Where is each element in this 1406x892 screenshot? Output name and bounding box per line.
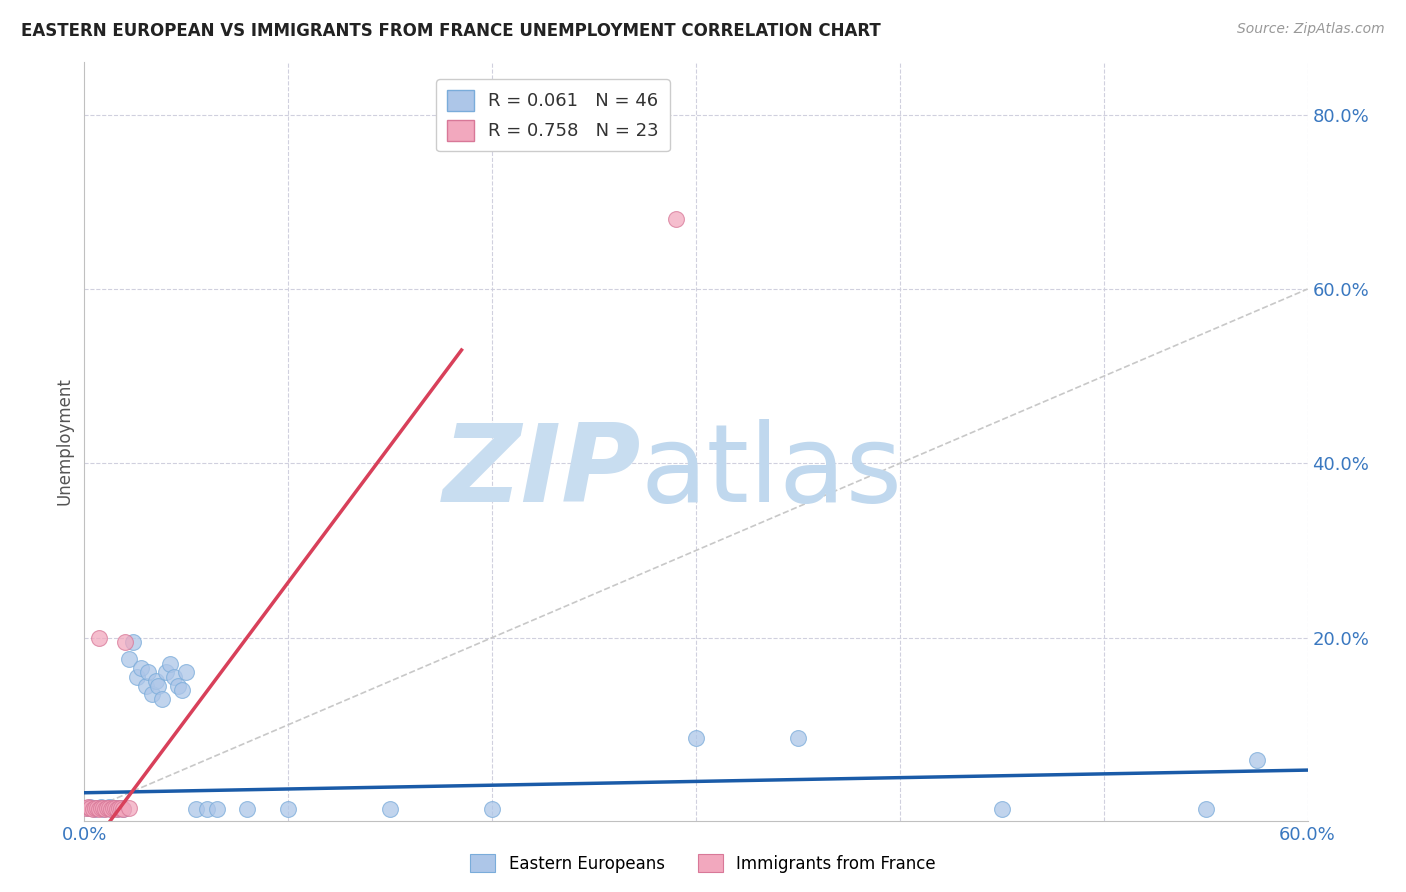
Point	[82, 802, 104, 816]
Point	[127, 670, 149, 684]
Point	[1195, 802, 1218, 816]
Point	[86, 800, 108, 814]
Point	[145, 674, 167, 689]
Text: EASTERN EUROPEAN VS IMMIGRANTS FROM FRANCE UNEMPLOYMENT CORRELATION CHART: EASTERN EUROPEAN VS IMMIGRANTS FROM FRAN…	[21, 22, 880, 40]
Point	[1246, 753, 1268, 767]
Point	[101, 800, 124, 814]
Point	[146, 679, 169, 693]
Point	[122, 635, 145, 649]
Point	[105, 802, 128, 816]
Point	[114, 635, 136, 649]
Point	[118, 800, 141, 814]
Point	[87, 631, 110, 645]
Point	[91, 802, 114, 816]
Point	[101, 800, 124, 814]
Point	[83, 802, 105, 816]
Point	[135, 679, 157, 693]
Point	[236, 802, 259, 816]
Point	[79, 799, 101, 814]
Point	[77, 800, 100, 814]
Point	[96, 801, 118, 815]
Point	[87, 801, 110, 815]
Point	[665, 212, 688, 227]
Point	[186, 802, 208, 816]
Point	[167, 679, 190, 693]
Legend: R = 0.061   N = 46, R = 0.758   N = 23: R = 0.061 N = 46, R = 0.758 N = 23	[436, 79, 669, 152]
Point	[90, 799, 112, 814]
Point	[77, 799, 100, 814]
Point	[93, 802, 115, 816]
Point	[110, 801, 132, 815]
Point	[787, 731, 810, 745]
Point	[150, 691, 173, 706]
Y-axis label: Unemployment: Unemployment	[55, 377, 73, 506]
Point	[105, 802, 128, 816]
Point	[131, 661, 153, 675]
Text: atlas: atlas	[641, 419, 903, 524]
Point	[104, 801, 127, 815]
Point	[112, 802, 135, 816]
Point	[174, 665, 197, 680]
Point	[87, 802, 110, 816]
Text: Source: ZipAtlas.com: Source: ZipAtlas.com	[1237, 22, 1385, 37]
Point	[108, 800, 131, 814]
Point	[159, 657, 181, 671]
Point	[93, 800, 115, 814]
Point	[91, 801, 114, 815]
Point	[205, 802, 228, 816]
Point	[100, 802, 122, 816]
Point	[155, 665, 177, 680]
Point	[75, 800, 97, 814]
Point	[136, 665, 159, 680]
Point	[83, 800, 105, 814]
Point	[86, 801, 108, 815]
Point	[96, 800, 118, 814]
Point	[685, 731, 707, 745]
Point	[118, 652, 141, 666]
Point	[97, 801, 120, 815]
Point	[277, 802, 299, 816]
Point	[100, 802, 122, 816]
Point	[141, 687, 163, 701]
Point	[991, 802, 1014, 816]
Point	[82, 801, 104, 815]
Point	[172, 682, 194, 697]
Point	[108, 800, 131, 814]
Point	[112, 802, 135, 816]
Point	[163, 670, 186, 684]
Point	[90, 800, 112, 814]
Point	[110, 801, 132, 815]
Point	[481, 802, 503, 816]
Legend: Eastern Europeans, Immigrants from France: Eastern Europeans, Immigrants from Franc…	[464, 847, 942, 880]
Text: ZIP: ZIP	[443, 419, 641, 524]
Point	[79, 801, 101, 815]
Point	[97, 799, 120, 814]
Point	[104, 801, 127, 815]
Point	[380, 802, 402, 816]
Point	[195, 802, 218, 816]
